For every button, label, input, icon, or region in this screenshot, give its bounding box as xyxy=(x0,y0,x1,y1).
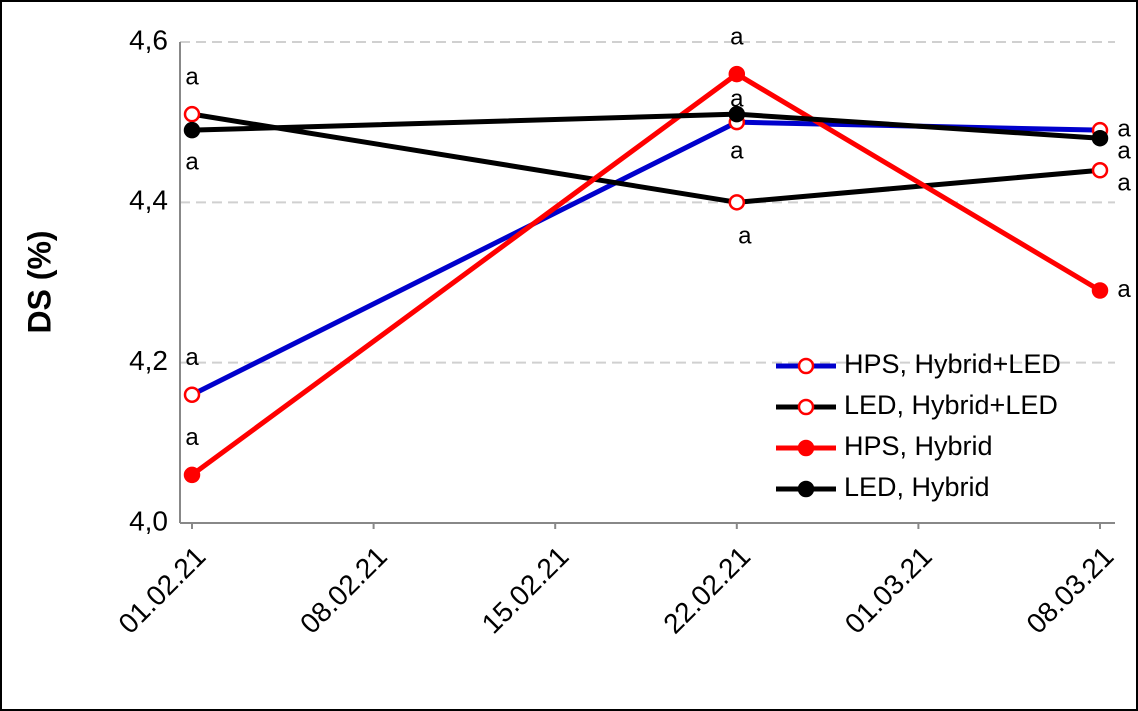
point-label: a xyxy=(738,223,752,250)
point-label: a xyxy=(185,424,199,451)
y-tick-label: 4,6 xyxy=(129,24,168,55)
legend-marker xyxy=(797,480,815,498)
point-label: a xyxy=(1117,116,1131,143)
data-point xyxy=(183,386,201,403)
point-label: a xyxy=(1117,276,1131,303)
data-point xyxy=(728,105,746,123)
y-tick-label: 4,0 xyxy=(129,505,168,536)
data-point xyxy=(1091,282,1109,299)
data-point xyxy=(728,194,746,211)
point-label: a xyxy=(185,63,199,90)
y-axis-label: DS (%) xyxy=(21,230,57,333)
legend-marker xyxy=(797,439,815,457)
y-tick-label: 4,2 xyxy=(129,345,168,376)
legend-label: LED, Hybrid xyxy=(844,472,990,502)
data-point xyxy=(183,466,201,484)
y-tick-label: 4,4 xyxy=(129,185,168,216)
data-point xyxy=(1091,162,1109,179)
point-label: a xyxy=(185,344,199,371)
point-label: a xyxy=(730,85,744,112)
legend-marker xyxy=(797,357,815,375)
legend-label: HPS, Hybrid+LED xyxy=(844,349,1061,379)
legend-marker xyxy=(797,398,815,416)
point-label: a xyxy=(730,138,744,165)
point-label: a xyxy=(1117,138,1131,165)
point-label: a xyxy=(730,23,744,50)
data-point xyxy=(728,65,746,83)
legend-label: LED, Hybrid+LED xyxy=(844,390,1058,420)
point-label: a xyxy=(1117,170,1131,197)
legend-label: HPS, Hybrid xyxy=(844,431,993,461)
data-point xyxy=(183,105,201,123)
data-point xyxy=(1091,129,1109,147)
data-point xyxy=(183,121,201,139)
point-label: a xyxy=(185,149,199,176)
